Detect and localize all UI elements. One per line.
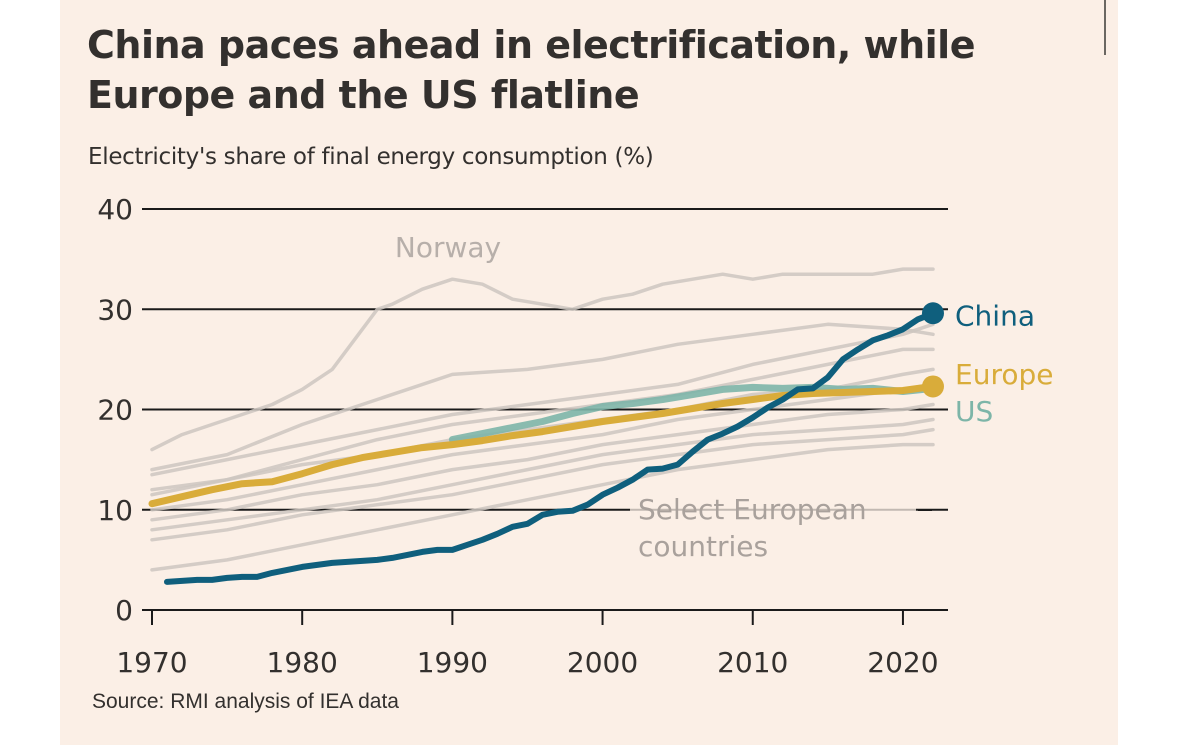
series-label-us: US [955, 395, 993, 428]
series-line-country-10 [150, 417, 935, 532]
series-line-country-5 [150, 322, 935, 472]
y-tick-label-20: 20 [97, 394, 133, 427]
y-gridlines: 0 10 20 30 40 [97, 193, 948, 627]
y-tick-label-0: 0 [115, 594, 133, 627]
series-line-country-11 [150, 427, 935, 542]
source-note: Source: RMI analysis of IEA data [92, 690, 399, 713]
series-line-country-4 [150, 322, 935, 477]
y-tick-label-30: 30 [97, 293, 133, 326]
series-line-china [164, 310, 936, 585]
series-line-country-8 [150, 382, 935, 512]
x-tick-label-1980: 1980 [267, 646, 338, 679]
y-tick-label-10: 10 [97, 494, 133, 527]
x-tick-label-2010: 2010 [717, 646, 788, 679]
europe-end-marker [921, 375, 944, 398]
series-line-country-9 [150, 402, 935, 522]
x-tick-label-2000: 2000 [567, 646, 638, 679]
annotation-norway: Norway [395, 231, 501, 264]
x-axis: 1970 1980 1990 2000 2010 2020 [116, 610, 939, 679]
x-tick-label-2020: 2020 [867, 646, 938, 679]
top-right-divider [1104, 0, 1106, 55]
annotation-select-european-line1: Select European [638, 493, 867, 526]
y-tick-label-40: 40 [97, 193, 133, 226]
series-line-norway [150, 267, 935, 452]
chart-card [60, 0, 1118, 745]
china-end-marker [921, 302, 944, 325]
chart-subtitle: Electricity's share of final energy cons… [88, 144, 654, 170]
series-line-country-12 [150, 442, 935, 572]
series-label-europe: Europe [955, 358, 1053, 391]
series-line-europe [148, 382, 937, 508]
x-tick-label-1990: 1990 [417, 646, 488, 679]
series-label-china: China [955, 299, 1035, 332]
chart-title: China paces ahead in electrification, wh… [87, 23, 975, 117]
annotation-backing [630, 490, 916, 562]
annotation-select-european-line2: countries [638, 530, 768, 563]
x-tick-label-1970: 1970 [116, 646, 187, 679]
